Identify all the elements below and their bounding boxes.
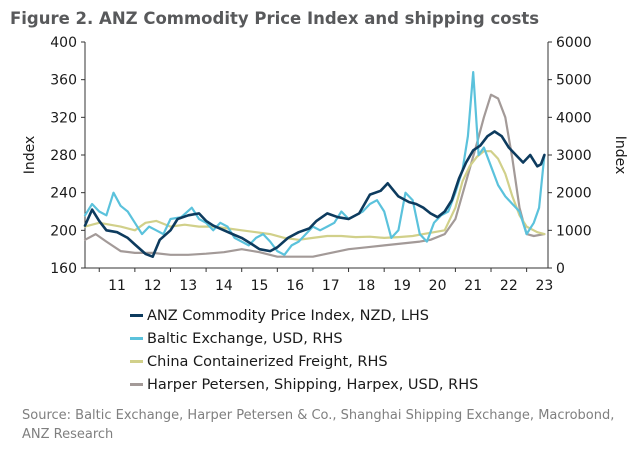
source-note: Source: Baltic Exchange, Harper Petersen… [22, 408, 615, 442]
legend-label-anz: ANZ Commodity Price Index, NZD, LHS [147, 307, 429, 324]
x-tick-label: 11 [108, 278, 126, 294]
legend-item-harpex: Harper Petersen, Shipping, Harpex, USD, … [130, 373, 478, 396]
legend-label-harpex: Harper Petersen, Shipping, Harpex, USD, … [147, 376, 479, 393]
x-tick-label: 14 [215, 278, 233, 294]
y-axis-left-title: Index [22, 136, 38, 175]
series-line-anz [83, 130, 546, 259]
x-tick-label: 13 [179, 278, 197, 294]
y-left-tick-label: 280 [50, 148, 77, 164]
y-left-tick-label: 400 [50, 35, 77, 51]
y-left-tick-label: 240 [50, 186, 77, 202]
y-right-tick-label: 3000 [556, 148, 592, 164]
x-tick-label: 17 [322, 278, 340, 294]
legend-swatch-anz [130, 314, 143, 317]
x-tick-label: 22 [500, 278, 518, 294]
y-left-tick-label: 160 [50, 261, 77, 277]
legend-item-anz: ANZ Commodity Price Index, NZD, LHS [130, 304, 478, 327]
legend-label-baltic: Baltic Exchange, USD, RHS [147, 330, 343, 347]
axis-ticks: 1602002402803203604000100020003000400050… [50, 35, 591, 294]
legend-item-china: China Containerized Freight, RHS [130, 350, 478, 373]
x-tick-label: 18 [357, 278, 375, 294]
x-tick-label: 19 [393, 278, 411, 294]
legend-swatch-baltic [130, 337, 143, 340]
series-lines [83, 70, 546, 259]
legend: ANZ Commodity Price Index, NZD, LHS Balt… [130, 304, 478, 396]
legend-swatch-harpex [130, 383, 143, 386]
y-right-tick-label: 2000 [556, 186, 592, 202]
legend-swatch-china [130, 360, 143, 363]
y-right-tick-label: 1000 [556, 223, 592, 239]
legend-label-china: China Containerized Freight, RHS [147, 353, 388, 370]
x-tick-label: 21 [464, 278, 482, 294]
series-line-baltic [83, 70, 546, 256]
chart-title: Figure 2. ANZ Commodity Price Index and … [10, 9, 540, 28]
x-tick-label: 12 [144, 278, 162, 294]
x-tick-label: 23 [536, 278, 554, 294]
series-line-china [83, 150, 546, 241]
legend-item-baltic: Baltic Exchange, USD, RHS [130, 327, 478, 350]
y-left-tick-label: 360 [50, 73, 77, 89]
x-tick-label: 20 [429, 278, 447, 294]
x-tick-label: 16 [286, 278, 304, 294]
y-axis-right-title: Index [612, 136, 628, 175]
y-right-tick-label: 4000 [556, 110, 592, 126]
y-right-tick-label: 6000 [556, 35, 592, 51]
series-line-harpex [83, 93, 546, 258]
y-left-tick-label: 200 [50, 223, 77, 239]
y-right-tick-label: 5000 [556, 73, 592, 89]
x-tick-label: 15 [251, 278, 269, 294]
y-left-tick-label: 320 [50, 110, 77, 126]
y-right-tick-label: 0 [556, 261, 565, 277]
